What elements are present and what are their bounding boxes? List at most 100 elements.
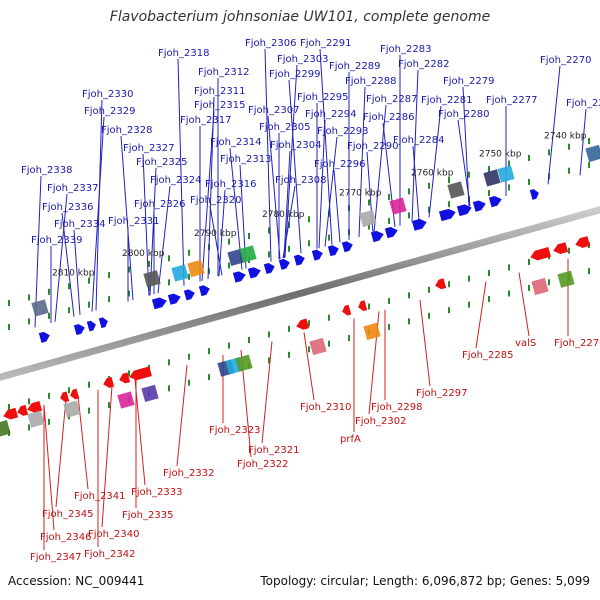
- tick-mark: [268, 331, 270, 338]
- forward-gene-label: Fjoh_2281: [421, 95, 472, 106]
- cog-boxes: [0, 144, 600, 438]
- cog-box: [497, 165, 515, 183]
- forward-gene-label: Fjoh_2315: [194, 100, 245, 111]
- forward-gene-label: Fjoh_2287: [366, 94, 417, 105]
- reverse-gene-label: Fjoh_2297: [416, 388, 467, 399]
- forward-gene-arrow: [529, 189, 539, 200]
- forward-gene-label: Fjoh_2305: [259, 122, 310, 133]
- tick-mark: [548, 279, 550, 286]
- forward-gene-label: Fjoh_2313: [220, 154, 271, 165]
- tick-mark: [108, 296, 110, 303]
- reverse-gene-label: prfA: [340, 434, 361, 445]
- leader-line: [411, 69, 419, 223]
- tick-mark: [508, 160, 510, 167]
- tick-mark: [348, 335, 350, 342]
- reverse-gene-label: Fjoh_2302: [355, 416, 406, 427]
- forward-gene-label: Fjoh_2331: [108, 216, 159, 227]
- forward-gene-label: Fjoh_2291: [300, 38, 351, 49]
- leader-line: [579, 108, 587, 176]
- forward-gene-arrow: [167, 293, 181, 305]
- leader-line: [547, 65, 561, 185]
- kbp-marker-label: 2780 kbp: [262, 210, 305, 220]
- forward-gene-label: Fjoh_2279: [443, 76, 494, 87]
- leader-line: [209, 205, 223, 276]
- leader-line: [201, 110, 215, 281]
- forward-gene-arrow: [341, 241, 353, 253]
- forward-gene-arrow: [370, 230, 384, 243]
- leader-line: [428, 105, 442, 218]
- cog-box: [585, 144, 600, 163]
- leader-line: [157, 185, 171, 294]
- leader-line: [419, 299, 431, 387]
- tick-mark: [488, 190, 490, 197]
- tick-mark: [28, 294, 30, 301]
- leader-line: [261, 341, 273, 444]
- kbp-marker-label: 2770 kbp: [339, 189, 382, 199]
- tick-mark: [588, 162, 590, 169]
- tick-mark: [228, 342, 230, 349]
- tick-mark: [508, 184, 510, 191]
- tick-mark: [48, 288, 50, 295]
- cog-box: [27, 410, 45, 428]
- tick-mark: [8, 323, 10, 330]
- leader-line: [324, 136, 338, 247]
- leader-line: [303, 332, 315, 401]
- reverse-gene-arrow: [575, 236, 591, 248]
- reverse-gene-arrow: [27, 401, 43, 413]
- cog-box: [359, 209, 377, 228]
- leader-line: [101, 385, 113, 528]
- tick-mark: [408, 292, 410, 299]
- tick-mark: [208, 374, 210, 381]
- forward-gene-arrow: [198, 285, 210, 297]
- cog-box: [483, 169, 501, 187]
- reverse-gene-arrow: [358, 300, 368, 312]
- forward-gene-label: Fjoh_2293: [317, 126, 368, 137]
- tick-mark: [168, 359, 170, 366]
- forward-gene-label: Fjoh_2284: [393, 135, 444, 146]
- forward-gene-label: Fjoh_2289: [329, 61, 380, 72]
- reverse-gene-arrow: [342, 304, 352, 316]
- forward-gene-label: Fjoh_2330: [82, 89, 133, 100]
- forward-gene-label: Fjoh_2327: [123, 143, 174, 154]
- forward-gene-label: Fjoh_2271: [566, 98, 600, 109]
- forward-gene-label: Fjoh_2280: [438, 109, 489, 120]
- tick-mark: [508, 264, 510, 271]
- gene-arrows: [3, 189, 591, 420]
- reverse-gene-arrow: [70, 388, 80, 400]
- tick-mark: [328, 314, 330, 321]
- tick-mark: [28, 318, 30, 325]
- forward-gene-label: Fjoh_2286: [363, 112, 414, 123]
- cog-box: [187, 259, 205, 278]
- forward-gene-label: Fjoh_2307: [248, 105, 299, 116]
- tick-mark: [308, 240, 310, 247]
- tick-mark: [588, 268, 590, 275]
- forward-gene-label: Fjoh_2304: [270, 140, 321, 151]
- leader-line: [518, 272, 530, 337]
- cog-box: [31, 299, 49, 317]
- tick-mark: [428, 312, 430, 319]
- tick-mark: [208, 348, 210, 355]
- forward-gene-label: Fjoh_2311: [194, 86, 245, 97]
- tick-mark: [28, 424, 30, 431]
- tick-mark: [528, 258, 530, 265]
- leader-line: [73, 229, 81, 315]
- reverse-gene-arrow: [435, 278, 447, 290]
- forward-gene-arrow: [327, 245, 339, 257]
- cog-box: [235, 354, 253, 372]
- cog-box: [227, 248, 245, 266]
- reverse-gene-arrow: [17, 404, 29, 416]
- leader-line: [91, 116, 105, 312]
- forward-gene-arrow: [232, 271, 246, 283]
- reverse-gene-label: Fjoh_2332: [163, 468, 214, 479]
- forward-gene-label: Fjoh_2303: [277, 54, 328, 65]
- forward-gene-label: Fjoh_2320: [190, 195, 241, 206]
- tick-mark: [268, 227, 270, 234]
- forward-gene-label: Fjoh_2312: [198, 67, 249, 78]
- tick-mark: [88, 277, 90, 284]
- tick-mark: [8, 299, 10, 306]
- reverse-gene-label: Fjoh_2323: [209, 425, 260, 436]
- tick-mark: [168, 255, 170, 262]
- tick-mark: [88, 381, 90, 388]
- forward-gene-label: Fjoh_2270: [540, 55, 591, 66]
